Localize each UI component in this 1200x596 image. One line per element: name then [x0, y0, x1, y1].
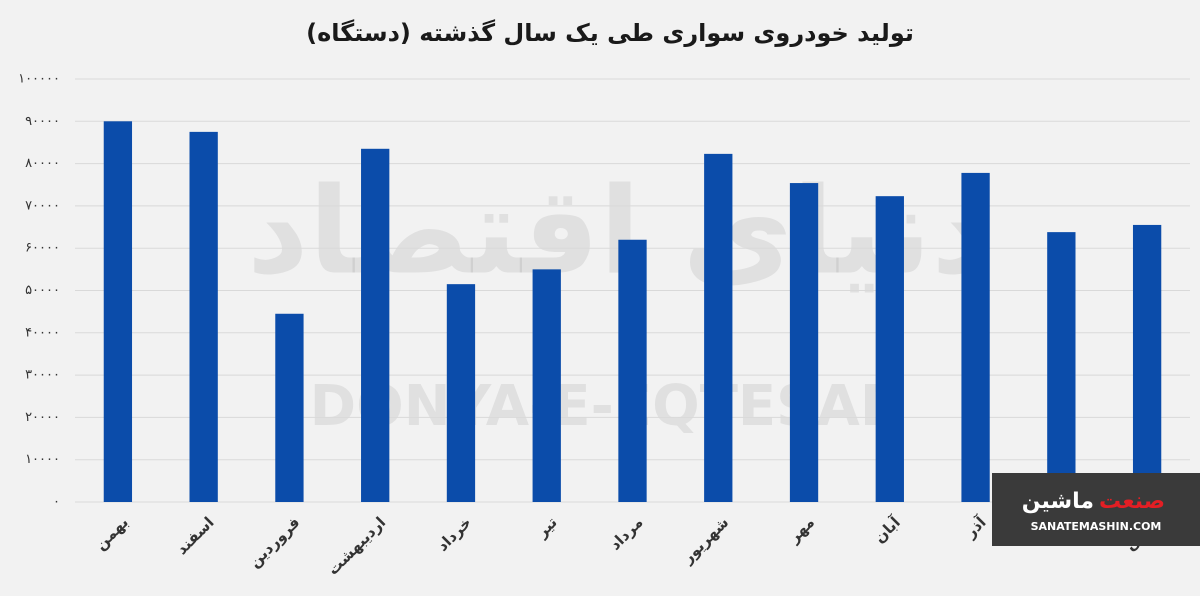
y-tick-label: ۹۰۰۰۰: [25, 114, 60, 129]
y-tick-label: ۰: [53, 495, 60, 510]
bar: [704, 153, 733, 502]
logo-white: ماشین: [1022, 489, 1094, 514]
y-tick-label: ۷۰۰۰۰: [25, 198, 60, 213]
y-tick-label: ۱۰۰۰۰۰: [18, 72, 60, 87]
bar: [618, 239, 647, 503]
bar: [532, 269, 561, 502]
logo-box: [992, 473, 1200, 546]
bar: [103, 121, 133, 503]
plot: ۰ ۱۰۰۰۰ ۲۰۰۰۰ ۳۰۰۰۰ ۴۰۰۰۰ ۵۰۰۰۰ ۶۰۰۰۰ ۷۰۰۰۰ ۸۰۰۰…: [18, 72, 1190, 579]
bar: [875, 196, 904, 502]
y-tick-label: ۱۰۰۰۰: [25, 452, 60, 467]
logo-url: SANATEMASHIN.COM: [1031, 520, 1162, 533]
bar: [789, 183, 819, 503]
logo: صنعت ماشین SANATEMASHIN.COM: [992, 473, 1200, 546]
y-tick-label: ۴۰۰۰۰: [25, 325, 60, 340]
y-tick-label: ۵۰۰۰۰: [25, 283, 60, 298]
bar: [961, 172, 990, 502]
bar: [189, 131, 218, 502]
bar: [1047, 232, 1076, 502]
bar: [361, 148, 390, 503]
bar: [446, 284, 476, 502]
bar: [275, 313, 304, 502]
y-tick-label: ۶۰۰۰۰: [25, 241, 60, 256]
y-tick-label: ۲۰۰۰۰: [25, 410, 60, 425]
chart-title: تولید خودروی سواری طی یک سال گذشته (دستگ…: [306, 19, 914, 47]
bar: [1132, 224, 1162, 502]
y-tick-label: ۸۰۰۰۰: [25, 156, 60, 171]
y-tick-label: ۳۰۰۰۰: [25, 368, 60, 383]
logo-red: صنعت: [1099, 489, 1165, 514]
